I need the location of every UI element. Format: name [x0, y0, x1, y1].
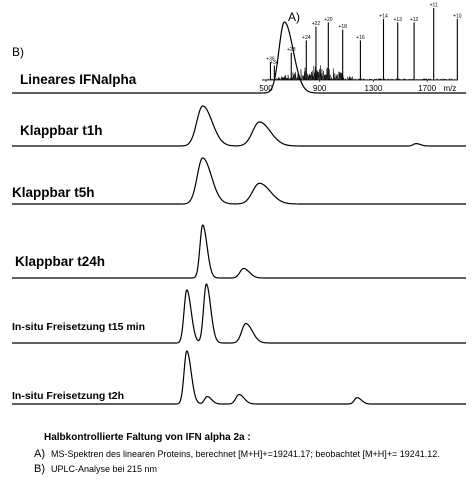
uplc-trace-3	[12, 224, 466, 279]
ms-x-tick-label-0: 500	[259, 84, 273, 93]
uplc-trace-label-4: In-situ Freisetzung t15 min	[12, 321, 145, 333]
ms-peak-label-0: +36	[266, 57, 275, 63]
caption: Halbkontrollierte Faltung von IFN alpha …	[34, 432, 464, 479]
uplc-trace-0	[12, 21, 466, 94]
caption-title: Halbkontrollierte Faltung von IFN alpha …	[44, 432, 251, 443]
panel-b-marker: B)	[12, 45, 24, 59]
ms-peak-label-2: +28	[287, 47, 296, 53]
ms-noise	[262, 65, 458, 81]
uplc-trace-label-0: Lineares IFNalpha	[20, 72, 137, 87]
ms-x-axis-label: m/z	[444, 84, 457, 93]
caption-item-a: A) MS-Spektren des linearen Proteins, be…	[34, 449, 464, 460]
uplc-trace-label-3: Klappbar t24h	[15, 254, 105, 269]
ms-peak-label-6: +18	[338, 24, 347, 30]
ms-x-tick-label-1: 900	[313, 84, 327, 93]
ms-peak-label-11: +11	[430, 3, 438, 9]
uplc-trace-2	[12, 157, 466, 205]
ms-peak-label-9: +13	[393, 17, 402, 23]
caption-text-a: MS-Spektren des linearen Proteins, berec…	[51, 449, 440, 459]
ms-peak-label-4: +22	[312, 21, 321, 27]
uplc-trace-label-5: In-situ Freisetzung t2h	[12, 390, 124, 402]
caption-letter-a: A)	[34, 448, 45, 460]
ms-peak-label-3: +24	[302, 35, 311, 41]
ms-peak-label-12: +10	[453, 13, 462, 19]
ms-x-tick-label-2: 1300	[365, 84, 383, 93]
caption-letter-b: B)	[34, 463, 45, 475]
caption-item-b: B) UPLC-Analyse bei 215 nm	[34, 464, 464, 475]
ms-peak-label-5: +20	[324, 17, 333, 23]
panel-a-marker: A)	[288, 10, 300, 24]
uplc-traces: Lineares IFNalpha Klappbar t1h Klappbar t5…	[12, 21, 466, 405]
caption-text-b: UPLC-Analyse bei 215 nm	[51, 464, 158, 474]
uplc-trace-label-2: Klappbar t5h	[12, 185, 95, 200]
uplc-trace-1	[12, 105, 466, 147]
ms-peak-label-10: +12	[410, 17, 419, 23]
ms-x-tick-label-3: 1700	[418, 84, 436, 93]
ms-spectrum: +36+34 +28 +24 +22+20 +18 +16 +14 +13 +12 +11 +10 5…	[259, 3, 461, 94]
ms-peak-label-7: +16	[356, 35, 365, 41]
uplc-trace-4	[12, 283, 466, 344]
ms-peak-label-1: +34	[270, 60, 279, 66]
uplc-trace-5	[12, 350, 466, 405]
uplc-trace-label-1: Klappbar t1h	[20, 123, 103, 138]
ms-peak-label-8: +14	[379, 13, 388, 19]
